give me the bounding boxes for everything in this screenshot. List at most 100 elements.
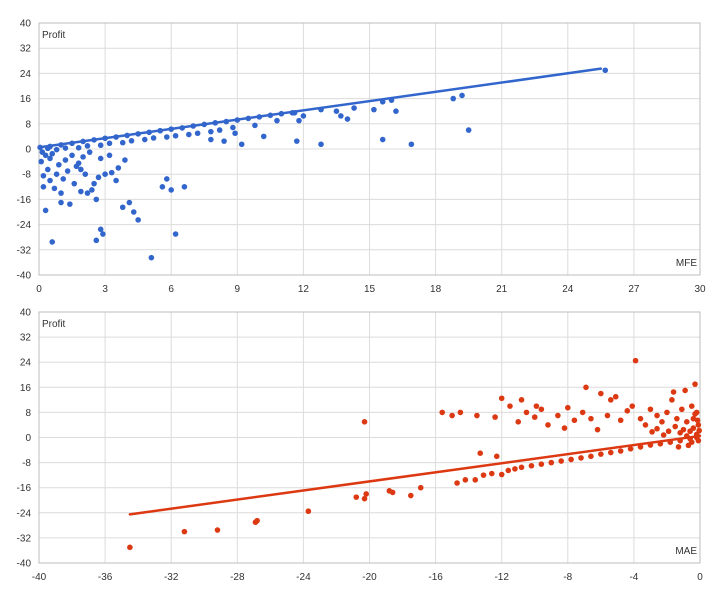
y-tick-label: 16 xyxy=(20,383,32,394)
data-point xyxy=(555,412,561,419)
data-point xyxy=(480,472,487,478)
y-tick-label: -8 xyxy=(22,458,31,469)
y-tick-label: 8 xyxy=(25,119,31,130)
y-tick-label: 40 xyxy=(20,308,32,319)
data-point xyxy=(300,113,307,119)
data-point xyxy=(163,176,170,182)
data-point xyxy=(38,158,45,165)
data-point xyxy=(588,415,594,422)
data-point xyxy=(408,492,414,499)
x-tick-label: 27 xyxy=(628,284,640,295)
data-point xyxy=(602,67,609,74)
data-point xyxy=(692,381,698,387)
data-point xyxy=(637,415,644,422)
data-point xyxy=(338,113,344,119)
data-point xyxy=(58,190,64,196)
x-tick-label: 24 xyxy=(562,284,574,295)
data-point xyxy=(612,393,619,400)
data-point xyxy=(40,184,47,190)
data-point xyxy=(126,199,133,206)
data-point xyxy=(642,422,649,428)
y-tick-label: -40 xyxy=(17,271,32,282)
data-points xyxy=(127,357,702,551)
x-tick-label: 0 xyxy=(36,284,42,295)
data-point xyxy=(106,140,113,147)
data-point xyxy=(40,172,47,179)
data-point xyxy=(47,155,53,162)
y-tick-label: 0 xyxy=(25,433,31,444)
data-point xyxy=(571,417,578,424)
data-point xyxy=(579,409,586,416)
data-point xyxy=(632,357,639,364)
data-point xyxy=(93,237,100,244)
data-point xyxy=(230,124,236,131)
y-axis-label: Profit xyxy=(42,30,66,41)
y-tick-label: 40 xyxy=(20,19,32,30)
data-point xyxy=(127,544,133,551)
y-tick-label: 32 xyxy=(20,44,32,55)
x-tick-label: -4 xyxy=(629,572,638,583)
data-point xyxy=(629,403,636,409)
data-point xyxy=(654,425,660,432)
data-point xyxy=(617,417,624,424)
data-point xyxy=(150,135,157,141)
data-point xyxy=(472,477,479,483)
data-point xyxy=(214,527,221,533)
grid xyxy=(38,311,701,564)
data-point xyxy=(538,406,545,413)
data-point xyxy=(75,144,82,151)
data-point xyxy=(531,414,538,420)
data-point xyxy=(672,423,679,430)
data-point xyxy=(674,415,680,422)
data-point xyxy=(148,254,155,261)
data-point xyxy=(181,528,188,535)
x-tick-label: -28 xyxy=(230,572,245,583)
y-tick-label: 16 xyxy=(20,94,32,105)
data-point xyxy=(538,461,545,467)
x-tick-label: 3 xyxy=(102,284,108,295)
data-point xyxy=(545,422,551,428)
data-point xyxy=(293,138,300,144)
data-point xyxy=(351,105,357,111)
y-tick-label: -16 xyxy=(17,483,32,494)
data-point xyxy=(617,448,624,454)
data-point xyxy=(84,190,91,196)
data-point xyxy=(561,425,568,431)
data-point xyxy=(62,145,69,151)
data-point xyxy=(53,171,60,177)
data-point xyxy=(669,397,675,403)
data-point xyxy=(159,184,166,190)
y-tick-label: -32 xyxy=(17,533,32,544)
data-point xyxy=(688,403,695,409)
data-point xyxy=(106,152,113,159)
data-point xyxy=(97,155,104,162)
data-point xyxy=(252,122,258,129)
data-point xyxy=(598,451,604,457)
plot-area xyxy=(38,311,701,564)
data-point xyxy=(163,134,170,140)
data-point xyxy=(260,133,267,140)
y-axis-label: Profit xyxy=(42,319,66,330)
data-point xyxy=(498,395,505,402)
data-point xyxy=(86,149,93,155)
data-point xyxy=(141,136,148,143)
data-point xyxy=(624,408,631,414)
data-point xyxy=(515,419,522,425)
data-point xyxy=(598,390,604,397)
data-point xyxy=(474,412,480,419)
data-point xyxy=(64,168,71,174)
data-point xyxy=(172,231,179,237)
data-point xyxy=(115,165,122,171)
data-point xyxy=(122,157,128,163)
data-point xyxy=(84,143,91,149)
data-point xyxy=(47,177,53,184)
data-point xyxy=(60,176,67,182)
data-point xyxy=(679,406,685,413)
data-point xyxy=(39,149,46,155)
data-point xyxy=(42,207,49,214)
data-point xyxy=(660,432,667,438)
x-tick-label: 6 xyxy=(168,284,174,295)
data-point xyxy=(393,108,399,114)
data-point xyxy=(56,161,62,168)
